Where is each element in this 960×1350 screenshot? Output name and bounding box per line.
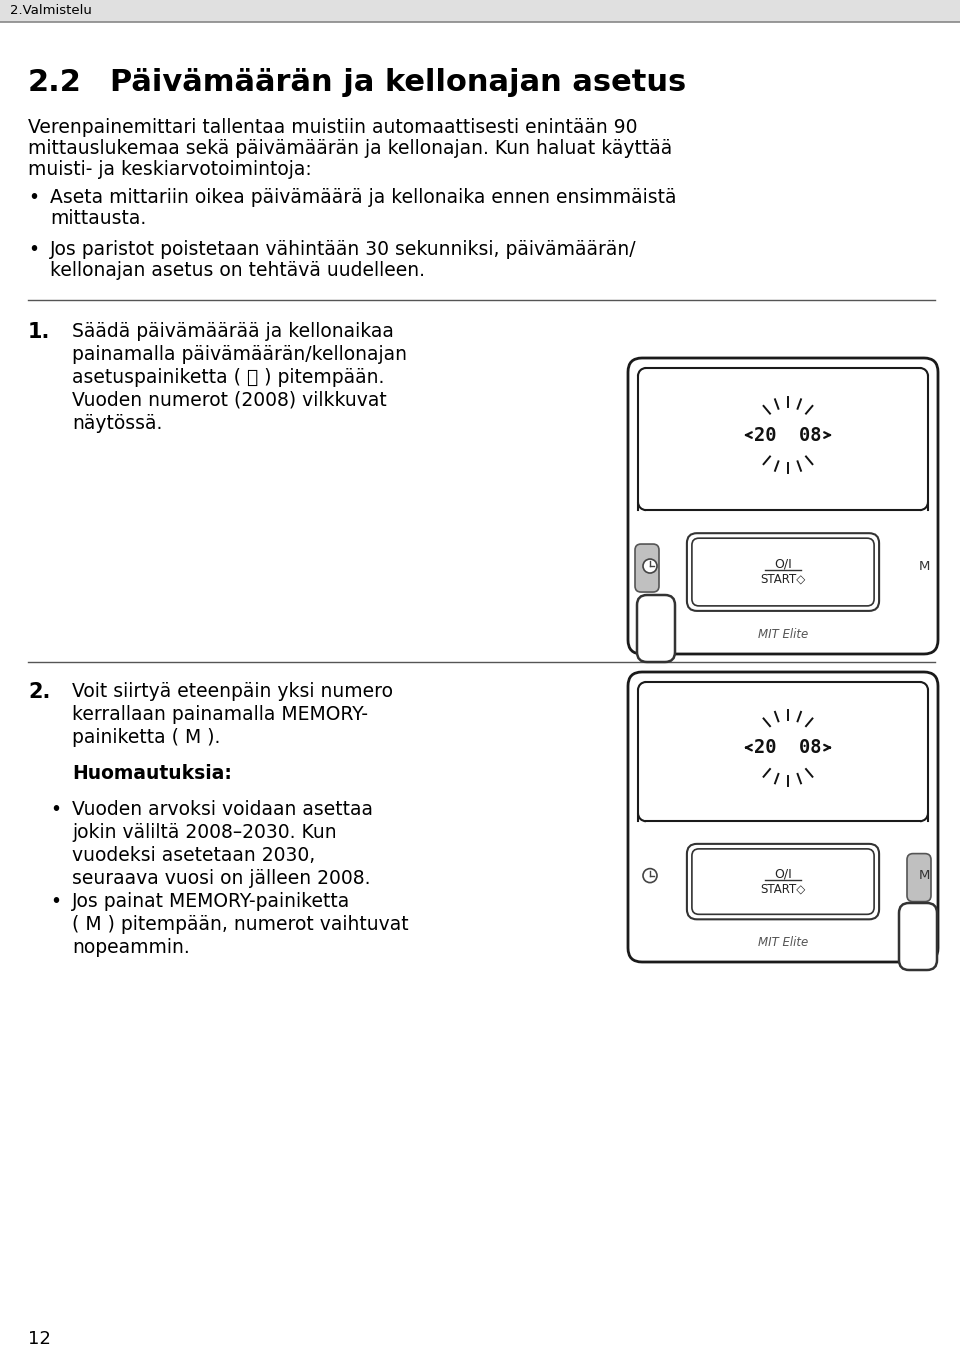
Bar bbox=[0, 0, 960, 22]
Text: Aseta mittariin oikea päivämäärä ja kellonaika ennen ensimmäistä: Aseta mittariin oikea päivämäärä ja kell… bbox=[50, 188, 677, 207]
Text: Jos painat MEMORY-painiketta: Jos painat MEMORY-painiketta bbox=[72, 892, 350, 911]
FancyBboxPatch shape bbox=[907, 853, 931, 902]
Text: kellonajan asetus on tehtävä uudelleen.: kellonajan asetus on tehtävä uudelleen. bbox=[50, 261, 425, 279]
Text: 2.Valmistelu: 2.Valmistelu bbox=[10, 4, 92, 18]
Text: 1.: 1. bbox=[28, 323, 50, 342]
FancyBboxPatch shape bbox=[637, 595, 675, 662]
Text: Voit siirtyä eteenpäin yksi numero: Voit siirtyä eteenpäin yksi numero bbox=[72, 682, 393, 701]
Text: Säädä päivämäärää ja kellonaikaa: Säädä päivämäärää ja kellonaikaa bbox=[72, 323, 394, 342]
Text: M: M bbox=[919, 559, 929, 572]
Text: näytössä.: näytössä. bbox=[72, 414, 162, 433]
Text: ( M ) pitеmpään, numerot vaihtuvat: ( M ) pitеmpään, numerot vaihtuvat bbox=[72, 915, 409, 934]
Text: MIT Elite: MIT Elite bbox=[757, 628, 808, 641]
Text: O/I: O/I bbox=[774, 558, 792, 571]
Text: Vuoden numerot (2008) vilkkuvat: Vuoden numerot (2008) vilkkuvat bbox=[72, 392, 387, 410]
Text: •: • bbox=[50, 801, 61, 819]
Text: 2.: 2. bbox=[28, 682, 50, 702]
FancyBboxPatch shape bbox=[687, 533, 879, 612]
FancyBboxPatch shape bbox=[899, 903, 937, 971]
Text: jokin väliltä 2008–2030. Kun: jokin väliltä 2008–2030. Kun bbox=[72, 824, 337, 842]
Text: mittauslukemaa sekä päivämäärän ja kellonajan. Kun haluat käyttää: mittauslukemaa sekä päivämäärän ja kello… bbox=[28, 139, 672, 158]
Text: Huomautuksia:: Huomautuksia: bbox=[72, 764, 232, 783]
FancyBboxPatch shape bbox=[628, 672, 938, 963]
Text: Verenpainemittari tallentaa muistiin automaattisesti enintään 90: Verenpainemittari tallentaa muistiin aut… bbox=[28, 117, 637, 136]
Text: asetuspainiketta ( ⌛ ) pitеmpään.: asetuspainiketta ( ⌛ ) pitеmpään. bbox=[72, 369, 384, 387]
Text: Päivämäärän ja kellonajan asetus: Päivämäärän ja kellonajan asetus bbox=[110, 68, 686, 97]
FancyBboxPatch shape bbox=[687, 844, 879, 919]
Text: Vuoden arvoksi voidaan asettaa: Vuoden arvoksi voidaan asettaa bbox=[72, 801, 373, 819]
Text: painamalla päivämäärän/kellonajan: painamalla päivämäärän/kellonajan bbox=[72, 346, 407, 365]
FancyBboxPatch shape bbox=[628, 358, 938, 653]
Text: MIT Elite: MIT Elite bbox=[757, 936, 808, 949]
Text: START◇: START◇ bbox=[760, 882, 805, 895]
FancyBboxPatch shape bbox=[692, 539, 875, 606]
Text: vuodeksi asetetaan 2030,: vuodeksi asetetaan 2030, bbox=[72, 846, 315, 865]
FancyBboxPatch shape bbox=[692, 849, 875, 914]
Text: •: • bbox=[28, 188, 39, 207]
Text: seuraava vuosi on jälleen 2008.: seuraava vuosi on jälleen 2008. bbox=[72, 869, 371, 888]
Text: O/I: O/I bbox=[774, 867, 792, 880]
Text: Jos paristot poistetaan vähintään 30 sekunniksi, päivämäärän/: Jos paristot poistetaan vähintään 30 sek… bbox=[50, 240, 636, 259]
Text: START◇: START◇ bbox=[760, 572, 805, 586]
Text: •: • bbox=[50, 892, 61, 911]
Text: 2.2: 2.2 bbox=[28, 68, 82, 97]
Text: nopeammin.: nopeammin. bbox=[72, 938, 190, 957]
Text: M: M bbox=[919, 869, 929, 882]
Text: •: • bbox=[28, 240, 39, 259]
Text: muisti- ja keskiarvotoimintoja:: muisti- ja keskiarvotoimintoja: bbox=[28, 161, 312, 180]
Text: painiketta ( M ).: painiketta ( M ). bbox=[72, 728, 221, 747]
Text: 12: 12 bbox=[28, 1330, 51, 1349]
Text: 20  08: 20 08 bbox=[755, 738, 822, 757]
Circle shape bbox=[643, 559, 657, 572]
FancyBboxPatch shape bbox=[635, 544, 659, 593]
Text: kerrallaan painamalla MEMORY-: kerrallaan painamalla MEMORY- bbox=[72, 705, 368, 724]
Text: 20  08: 20 08 bbox=[755, 425, 822, 444]
Circle shape bbox=[643, 868, 657, 883]
Text: mittausta.: mittausta. bbox=[50, 209, 146, 228]
